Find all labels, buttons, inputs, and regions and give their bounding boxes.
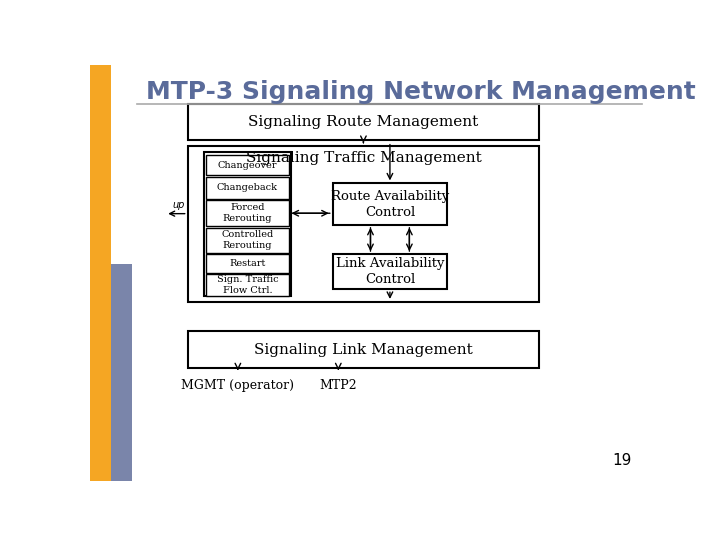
- Bar: [204, 152, 291, 295]
- Text: MGMT (operator): MGMT (operator): [181, 379, 294, 392]
- Text: 19: 19: [612, 453, 631, 468]
- Text: Changeback: Changeback: [217, 183, 278, 192]
- Bar: [206, 155, 289, 175]
- Text: Signaling Traffic Management: Signaling Traffic Management: [246, 151, 481, 165]
- Text: Restart: Restart: [229, 259, 266, 268]
- Bar: [188, 331, 539, 368]
- Text: Link Availability
Control: Link Availability Control: [336, 257, 444, 286]
- Text: Forced
Rerouting: Forced Rerouting: [222, 203, 272, 224]
- Bar: [206, 177, 289, 199]
- Bar: [206, 200, 289, 226]
- Bar: [90, 65, 111, 481]
- Text: Changeover: Changeover: [217, 160, 277, 170]
- Text: Signaling Route Management: Signaling Route Management: [248, 115, 479, 129]
- Text: Controlled
Rerouting: Controlled Rerouting: [221, 230, 274, 251]
- Bar: [206, 274, 289, 295]
- Text: Signaling Link Management: Signaling Link Management: [254, 342, 473, 356]
- Text: Sign. Traffic
Flow Ctrl.: Sign. Traffic Flow Ctrl.: [217, 275, 278, 295]
- Bar: [188, 104, 539, 140]
- Bar: [333, 254, 447, 289]
- Bar: [333, 183, 447, 225]
- Bar: [206, 228, 289, 253]
- Text: Route Availability
Control: Route Availability Control: [330, 190, 449, 219]
- Bar: [206, 254, 289, 273]
- Text: MTP2: MTP2: [320, 379, 357, 392]
- Bar: [111, 265, 132, 481]
- Text: MTP-3 Signaling Network Management: MTP-3 Signaling Network Management: [145, 80, 696, 104]
- Text: up: up: [173, 200, 185, 210]
- Bar: [188, 146, 539, 302]
